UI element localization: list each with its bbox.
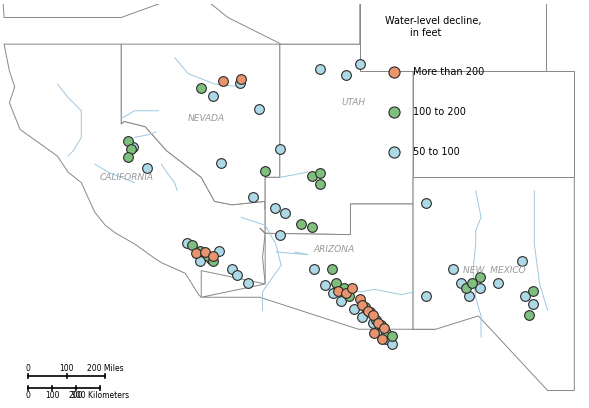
Polygon shape [413, 44, 574, 177]
Text: 200: 200 [69, 391, 83, 400]
Polygon shape [0, 0, 228, 18]
Text: More than 200: More than 200 [413, 67, 484, 77]
Polygon shape [413, 177, 574, 390]
Text: CALIFORNIA: CALIFORNIA [100, 173, 154, 182]
Text: 50 to 100: 50 to 100 [413, 147, 459, 157]
Text: 300 Kilometers: 300 Kilometers [71, 391, 129, 400]
Polygon shape [195, 0, 360, 44]
Text: Water-level decline,
        in feet: Water-level decline, in feet [385, 16, 482, 38]
Text: 0: 0 [25, 364, 31, 373]
Polygon shape [201, 204, 436, 329]
Polygon shape [265, 44, 413, 235]
Text: 200 Miles: 200 Miles [87, 364, 124, 373]
Polygon shape [360, 0, 547, 71]
Text: 100: 100 [59, 364, 74, 373]
Text: 0: 0 [25, 391, 31, 400]
Text: 100: 100 [45, 391, 59, 400]
Text: UTAH: UTAH [341, 98, 365, 107]
Text: NEVADA: NEVADA [188, 114, 225, 123]
Polygon shape [4, 44, 279, 297]
Text: 100 to 200: 100 to 200 [413, 107, 466, 117]
Polygon shape [121, 44, 280, 233]
Text: ARIZONA: ARIZONA [314, 245, 355, 254]
Text: NEW  MEXICO: NEW MEXICO [463, 266, 526, 275]
